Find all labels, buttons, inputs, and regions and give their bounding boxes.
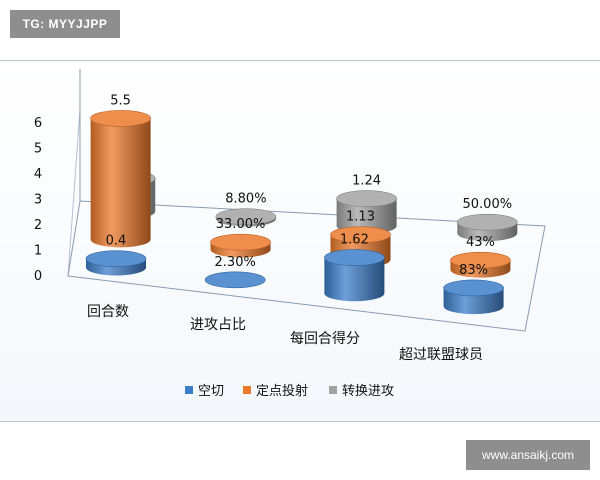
bar-body (90, 118, 151, 248)
chart-floor (67, 69, 546, 332)
bar-top (443, 279, 504, 297)
chart-legend: 空切 定点投射 转换进攻 (185, 383, 394, 399)
category-label: 进攻占比 (190, 317, 246, 333)
y-axis: 0 1 2 3 4 5 6 (34, 116, 42, 284)
data-label: 50.00% (463, 197, 513, 212)
watermark-bottom: www.ansaikj.com (466, 440, 590, 470)
bar-top (204, 271, 266, 289)
legend-swatch (329, 386, 337, 394)
legend-label: 转换进攻 (342, 384, 394, 399)
y-tick-label: 6 (34, 116, 42, 131)
bar-空切-每回合得分: 1.62 (324, 233, 385, 302)
bar-top (330, 226, 391, 243)
y-tick-label: 4 (34, 167, 42, 182)
bar-空切-回合数: 0.4 (85, 234, 147, 276)
bar-转换进攻-进攻占比: 8.80% (215, 192, 277, 227)
data-label: 1.24 (352, 174, 381, 189)
bar-top (85, 250, 147, 267)
floor-outline (67, 200, 546, 332)
data-label: 0.4 (106, 234, 127, 249)
y-tick-label: 3 (34, 193, 42, 208)
bar-空切-超过联盟球员: 83% (443, 263, 504, 315)
category-label: 回合数 (87, 304, 129, 320)
data-label: 5.5 (110, 93, 131, 108)
y-tick-label: 1 (34, 244, 42, 259)
data-label: 2.30% (215, 255, 256, 270)
bar-top (90, 110, 151, 127)
bar-top (210, 233, 271, 251)
side-wall-edge (67, 108, 81, 277)
bar-body (336, 198, 397, 234)
bar-转换进攻-每回合得分: 1.24 (336, 174, 397, 234)
data-label: 8.80% (225, 192, 266, 207)
bar-top (215, 208, 277, 225)
bar-定点投射-回合数: 5.5 (90, 93, 151, 248)
data-label: 1.62 (340, 233, 369, 248)
data-label: 83% (459, 263, 488, 278)
bar-top (324, 249, 385, 266)
data-label: 43% (466, 235, 495, 250)
bar-空切-进攻占比: 2.30% (204, 255, 266, 289)
watermark-top: TG: MYYJJPP (10, 10, 120, 38)
chart-bars: 1.58.80%1.2450.00%5.533.00%1.1343%0.42.3… (85, 93, 518, 315)
bar-定点投射-进攻占比: 33.00% (210, 217, 271, 258)
legend-label: 空切 (198, 384, 224, 399)
y-tick-label: 0 (34, 269, 42, 284)
bar-body (324, 257, 385, 302)
bar-top (450, 251, 511, 269)
category-label: 超过联盟球员 (399, 347, 483, 363)
category-label: 每回合得分 (290, 330, 360, 347)
data-label: 1.13 (346, 210, 375, 225)
bar-定点投射-超过联盟球员: 43% (450, 235, 511, 278)
data-label: 33.00% (216, 217, 266, 232)
legend-swatch (243, 386, 251, 394)
y-tick-label: 2 (34, 218, 42, 233)
y-tick-label: 5 (34, 142, 42, 157)
bar-top (336, 190, 397, 207)
legend-label: 定点投射 (256, 383, 308, 399)
bar-top (456, 213, 518, 231)
legend-swatch (185, 386, 193, 394)
bar-转换进攻-超过联盟球员: 50.00% (456, 197, 518, 242)
